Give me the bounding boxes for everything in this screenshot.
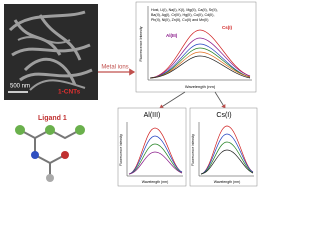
arrow-label: Metal ions	[101, 65, 128, 71]
ligand-label: Ligand 1	[38, 115, 67, 122]
inset-title: Cs(I)	[216, 112, 231, 119]
image-label: 1-CNTs	[58, 89, 81, 96]
y-axis-label: Fluorescence intensity	[191, 134, 195, 166]
x-axis-label: Wavelength (nm)	[214, 180, 241, 184]
arrow	[214, 91, 226, 109]
x-axis-label: Wavelength (nm)	[142, 180, 169, 184]
y-axis-label: Fluorescence Intensity	[139, 26, 143, 61]
peak-label: Al(III)	[166, 33, 178, 38]
x-axis-label: Wavelength (nm)	[185, 84, 216, 89]
inset-chart: Cs(I) Fluorescence intensity Wavelength …	[189, 107, 258, 187]
legend-line: Host, Li(I), Na(I), K(I), Mg(II), Ca(II)…	[151, 8, 218, 12]
peak-label: Cs(I)	[222, 25, 233, 30]
inset-chart: Al(III) Fluorescence intensity Wavelengt…	[117, 107, 187, 187]
graphic-abstract: 500 nm 1-CNTs Metal ions Fluorescence In…	[4, 1, 258, 187]
main-chart: Fluorescence Intensity Wavelength (nm) H…	[135, 1, 257, 93]
arrow	[159, 91, 186, 109]
inset-title: Al(III)	[144, 112, 161, 119]
legend-line: Ba(II), Ag(I), Cr(III), Hg(II), Co(II), …	[151, 13, 215, 17]
cnt-image: 500 nm 1-CNTs	[4, 4, 98, 100]
scale-bar-label: 500 nm	[10, 84, 30, 90]
y-axis-label: Fluorescence intensity	[119, 134, 123, 166]
ligand-structure: Ligand 1	[15, 115, 85, 182]
legend-line: Pb(II), Ni(II), Zn(II), Cu(II) and Mn(II…	[151, 18, 209, 22]
